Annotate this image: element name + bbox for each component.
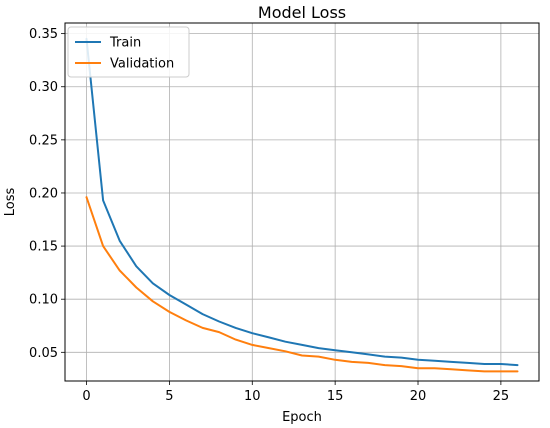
x-tick-label: 0: [82, 389, 90, 404]
x-ticks: 0 5 10 15 20 25: [82, 381, 509, 404]
legend-box: [67, 26, 190, 78]
legend-label-train: Train: [109, 36, 141, 51]
plot-frame: [64, 22, 540, 382]
x-tick-label: 20: [410, 389, 427, 404]
grid: [65, 23, 539, 381]
y-ticks: 0.05 0.10 0.15 0.20 0.25 0.30 0.35: [29, 27, 65, 361]
chart-title: Model Loss: [258, 3, 346, 22]
legend-label-validation: Validation: [110, 57, 174, 72]
y-tick-label: 0.35: [29, 27, 58, 42]
x-tick-label: 5: [165, 389, 173, 404]
x-tick-label: 15: [327, 389, 344, 404]
y-tick-label: 0.20: [29, 186, 58, 201]
x-axis-label: Epoch: [282, 410, 322, 425]
y-tick-label: 0.15: [29, 240, 58, 255]
series-line-validation: [85, 196, 519, 373]
y-tick-label: 0.05: [29, 346, 58, 361]
y-axis-label: Loss: [3, 188, 18, 217]
x-tick-label: 10: [244, 389, 261, 404]
series-line-train: [85, 37, 519, 367]
y-tick-label: 0.30: [29, 80, 58, 95]
series-lines: [85, 37, 519, 373]
y-tick-label: 0.25: [29, 133, 58, 148]
y-tick-label: 0.10: [29, 293, 58, 308]
x-tick-label: 25: [493, 389, 510, 404]
legend: Train Validation: [67, 26, 190, 78]
